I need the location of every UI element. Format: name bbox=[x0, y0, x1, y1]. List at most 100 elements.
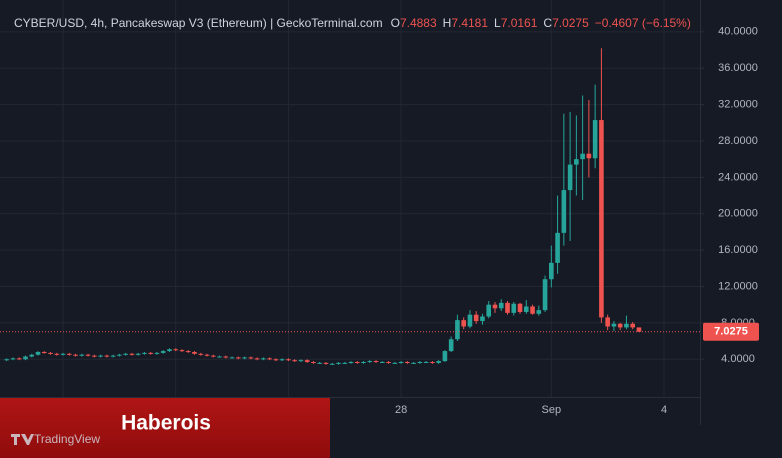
candle-body bbox=[336, 362, 341, 364]
candle-body bbox=[442, 351, 448, 362]
candle-body bbox=[135, 353, 141, 355]
candle-body bbox=[248, 357, 254, 359]
candle-body bbox=[417, 361, 423, 363]
candle-body bbox=[154, 352, 160, 354]
logo-icon bbox=[11, 434, 34, 445]
y-tick-label: 20.0000 bbox=[718, 208, 758, 220]
candle-body bbox=[261, 358, 266, 360]
ohlc-label: H bbox=[443, 16, 452, 30]
candle-body bbox=[549, 262, 554, 280]
logo-text: TradingView bbox=[34, 432, 100, 446]
candle-body bbox=[54, 353, 60, 355]
y-tick-label: 40.0000 bbox=[718, 26, 758, 38]
candle-body bbox=[267, 358, 272, 360]
candle-body bbox=[505, 302, 510, 313]
candle-body bbox=[561, 190, 567, 233]
candle-body bbox=[73, 354, 78, 356]
grid bbox=[0, 0, 700, 397]
candle-body bbox=[630, 323, 636, 328]
candle-body bbox=[423, 361, 429, 363]
candle-body bbox=[611, 323, 617, 327]
candle-body bbox=[10, 358, 16, 360]
candle-body bbox=[342, 362, 348, 364]
candle-body bbox=[129, 353, 135, 355]
candle-body bbox=[16, 358, 22, 360]
candle-body bbox=[104, 355, 110, 357]
candle-body bbox=[304, 360, 310, 362]
x-tick-label: Sep bbox=[542, 404, 562, 416]
ohlc-value: 7.4181 bbox=[451, 16, 488, 30]
candle-body bbox=[555, 232, 560, 263]
candle-body bbox=[605, 317, 610, 327]
candle-body bbox=[236, 357, 241, 359]
candle-body bbox=[530, 306, 535, 314]
candle-body bbox=[273, 359, 279, 361]
ohlc-value: 7.0161 bbox=[501, 16, 538, 30]
candle-body bbox=[173, 349, 179, 351]
candle-body bbox=[192, 351, 197, 354]
y-tick-label: 36.0000 bbox=[718, 62, 758, 74]
candle-body bbox=[317, 362, 323, 364]
y-tick-label: 24.0000 bbox=[718, 171, 758, 183]
y-tick-label: 12.0000 bbox=[718, 280, 758, 292]
candle-body bbox=[580, 153, 585, 160]
candle-body bbox=[592, 120, 598, 159]
candle-body bbox=[636, 327, 642, 332]
x-tick-label: 4 bbox=[661, 404, 667, 416]
candle-body bbox=[279, 359, 285, 361]
candle-body bbox=[311, 361, 316, 363]
x-tick-label: 28 bbox=[395, 404, 407, 416]
candle-body bbox=[392, 362, 398, 364]
candle-body bbox=[448, 339, 454, 352]
candle-body bbox=[486, 304, 492, 317]
candle-body bbox=[354, 361, 360, 363]
candle-body bbox=[98, 355, 103, 357]
ohlc-value: 7.0275 bbox=[552, 16, 589, 30]
candle-body bbox=[624, 323, 629, 328]
candle-body bbox=[617, 323, 623, 328]
candle-body bbox=[229, 357, 235, 359]
candle-body bbox=[467, 314, 473, 327]
candle-body bbox=[567, 164, 573, 191]
change-value: −0.4607 (−6.15%) bbox=[595, 16, 691, 30]
candle-body bbox=[323, 362, 329, 364]
banner bbox=[0, 398, 330, 458]
candle-body bbox=[148, 352, 153, 354]
candle-body bbox=[492, 304, 498, 309]
candle-body bbox=[292, 360, 297, 362]
candle-body bbox=[542, 279, 548, 311]
candle-body bbox=[48, 352, 53, 354]
candle-body bbox=[35, 351, 41, 355]
y-tick-label: 16.0000 bbox=[718, 244, 758, 256]
watermark-text: Haberois bbox=[121, 412, 211, 435]
candle-body bbox=[405, 361, 410, 363]
y-tick-label: 32.0000 bbox=[718, 98, 758, 110]
candle-body bbox=[110, 355, 116, 357]
candle-body bbox=[298, 360, 304, 362]
candle-body bbox=[223, 356, 229, 358]
ohlc-label: L bbox=[494, 16, 501, 30]
candle-body bbox=[373, 361, 379, 363]
candle-body bbox=[517, 303, 523, 312]
legend-header: CYBER/USD, 4h, Pancakeswap V3 (Ethereum)… bbox=[14, 16, 691, 30]
candle-body bbox=[480, 316, 485, 322]
symbol-title: CYBER/USD, 4h, Pancakeswap V3 (Ethereum)… bbox=[14, 16, 383, 30]
candle-body bbox=[123, 353, 128, 355]
candle-body bbox=[367, 361, 373, 363]
ohlc-label: C bbox=[543, 16, 552, 30]
candle-body bbox=[286, 359, 291, 361]
candle-body bbox=[29, 354, 35, 357]
candle-body bbox=[85, 354, 91, 356]
candle-body bbox=[160, 351, 166, 353]
candle-body bbox=[523, 306, 529, 312]
candle-body bbox=[41, 351, 47, 353]
candle-body bbox=[167, 349, 172, 352]
ohlc-value: 7.4883 bbox=[400, 16, 437, 30]
candle-body bbox=[254, 358, 260, 360]
candle-body bbox=[329, 363, 335, 365]
last-price-box bbox=[703, 322, 759, 341]
candle-body bbox=[204, 354, 210, 356]
candle-body bbox=[473, 314, 479, 322]
